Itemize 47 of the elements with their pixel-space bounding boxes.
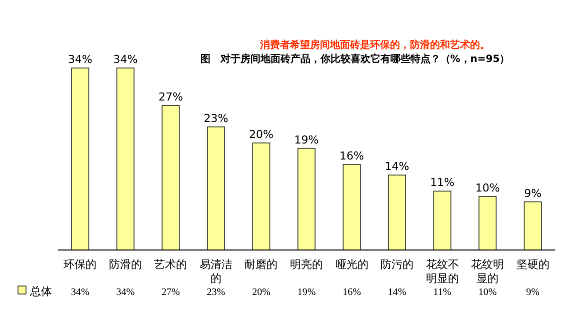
chart-subtitle: 图 对于房间地面砖产品，你比较喜欢它有哪些特点？（%，n=95） <box>200 53 510 65</box>
data-label: 14% <box>388 287 406 298</box>
bar <box>298 148 316 250</box>
x-tick-label: 防污的 <box>380 258 414 271</box>
bar <box>524 201 542 250</box>
bar <box>478 196 497 250</box>
x-tick-label: 耐磨的 <box>244 258 278 271</box>
data-label: 10% <box>478 287 497 298</box>
x-tick-label: 明亮的 <box>290 258 323 271</box>
x-tick-label: 环保的 <box>64 258 97 271</box>
text: 34% <box>113 53 138 66</box>
x-tick-label: 艺术的 <box>154 258 188 271</box>
bar <box>433 190 452 250</box>
text: 14% <box>384 160 410 174</box>
x-tick-label: 花纹明显的 <box>471 258 504 285</box>
x-tick-label: 防滑的 <box>108 258 142 271</box>
data-label: 34% <box>71 287 90 298</box>
text: 19% <box>294 133 319 146</box>
bar <box>252 142 270 250</box>
text: 23% <box>204 112 228 125</box>
bar <box>71 68 90 250</box>
bar <box>162 105 180 250</box>
x-tick-label: 哑光的 <box>335 258 368 271</box>
data-label: 27% <box>162 287 180 298</box>
text: 16% <box>340 149 364 162</box>
data-label: 34% <box>116 287 135 298</box>
text: 9% <box>524 186 542 200</box>
text: 27% <box>158 90 183 104</box>
legend-label: 总体 <box>29 285 52 298</box>
data-label: 9% <box>526 287 540 298</box>
bar <box>116 68 134 250</box>
x-tick-label: 坚硬的 <box>516 258 550 271</box>
bar <box>206 126 225 250</box>
data-label: 11% <box>433 287 452 298</box>
data-label: 19% <box>297 287 316 298</box>
data-label: 16% <box>342 287 361 298</box>
chart-title: 消费者希望房间地面砖是环保的，防滑的和艺术的。 <box>259 39 490 51</box>
text: 20% <box>249 128 274 141</box>
text: 10% <box>475 181 500 194</box>
text: 34% <box>68 53 92 66</box>
bar <box>342 164 361 250</box>
x-tick-label: 易清洁的 <box>199 258 232 285</box>
text: 11% <box>430 176 455 190</box>
x-tick-label: 花纹不明显的 <box>426 258 459 285</box>
bar <box>388 174 406 250</box>
data-label: 20% <box>252 287 270 298</box>
data-label: 23% <box>206 287 226 298</box>
